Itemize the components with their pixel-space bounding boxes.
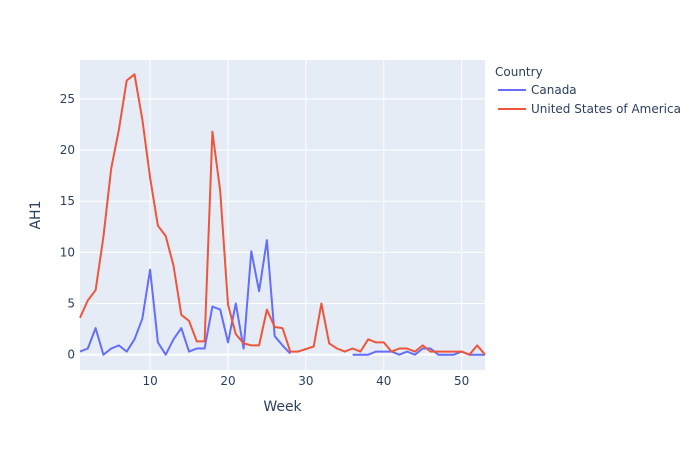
legend-label-canada: Canada bbox=[531, 83, 577, 97]
legend-label-united-states-of-america: United States of America bbox=[531, 102, 681, 116]
legend-items: Canada United States of America bbox=[498, 83, 681, 116]
legend-title: Country bbox=[495, 65, 543, 79]
y-tick-label: 5 bbox=[67, 296, 75, 310]
x-tick-label: 50 bbox=[454, 374, 469, 388]
x-axis-title: Week bbox=[263, 399, 302, 415]
y-tick-label: 0 bbox=[67, 348, 75, 362]
legend: Country Canada United States of America bbox=[495, 65, 681, 116]
y-tick-label: 15 bbox=[60, 194, 75, 208]
series-line-united-states-of-america bbox=[79, 73, 486, 356]
grid-lines bbox=[80, 60, 485, 370]
series-layer bbox=[79, 73, 486, 356]
y-axis-title: AH1 bbox=[28, 200, 44, 229]
plot-area bbox=[80, 60, 485, 370]
y-tick-label: 10 bbox=[60, 245, 75, 259]
tick-labels: 10 20 30 40 50 0 5 10 15 20 25 bbox=[60, 92, 470, 388]
x-tick-label: 10 bbox=[142, 374, 157, 388]
x-tick-label: 30 bbox=[298, 374, 313, 388]
y-tick-label: 20 bbox=[60, 143, 75, 157]
y-tick-label: 25 bbox=[60, 92, 75, 106]
x-tick-label: 40 bbox=[376, 374, 391, 388]
x-tick-label: 20 bbox=[220, 374, 235, 388]
